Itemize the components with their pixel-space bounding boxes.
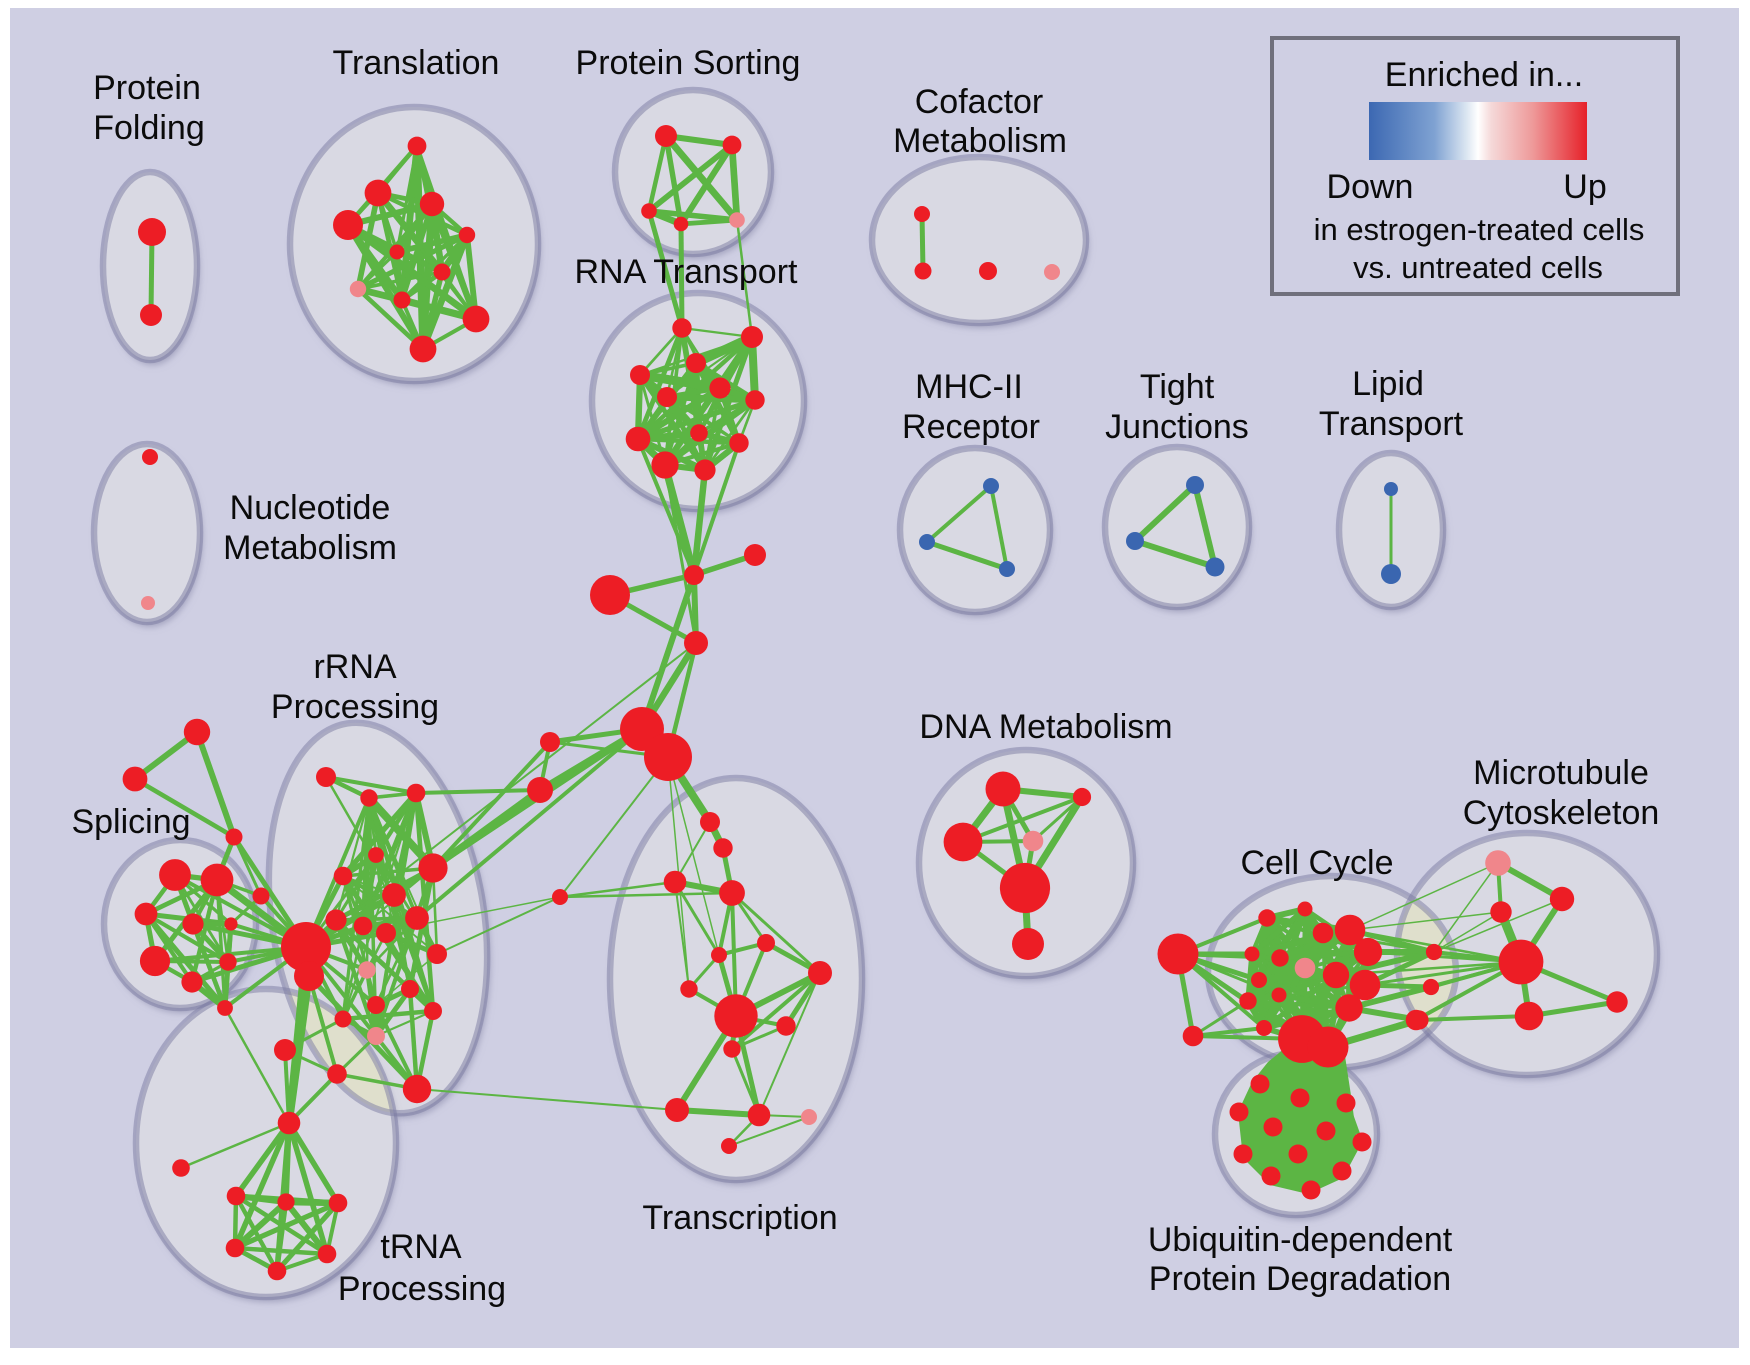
svg-text:Tight: Tight (1140, 368, 1215, 406)
svg-text:Cell Cycle: Cell Cycle (1240, 844, 1393, 882)
svg-text:Protein Sorting: Protein Sorting (576, 44, 801, 82)
svg-text:Metabolism: Metabolism (223, 529, 397, 567)
svg-text:vs. untreated cells: vs. untreated cells (1353, 250, 1603, 285)
svg-text:Protein Degradation: Protein Degradation (1149, 1260, 1451, 1298)
svg-text:Splicing: Splicing (71, 803, 190, 841)
svg-text:Cytoskeleton: Cytoskeleton (1463, 794, 1660, 832)
svg-text:Down: Down (1327, 168, 1414, 206)
svg-text:Nucleotide: Nucleotide (230, 489, 391, 527)
svg-text:Folding: Folding (93, 109, 205, 147)
svg-text:Lipid: Lipid (1352, 365, 1424, 403)
svg-text:Transcription: Transcription (642, 1199, 837, 1237)
svg-text:MHC-II: MHC-II (915, 368, 1023, 406)
svg-text:Junctions: Junctions (1105, 408, 1249, 446)
svg-text:in estrogen-treated cells: in estrogen-treated cells (1314, 212, 1645, 247)
svg-text:Processing: Processing (271, 688, 439, 726)
svg-text:rRNA: rRNA (313, 648, 396, 686)
svg-text:Metabolism: Metabolism (893, 122, 1067, 160)
svg-text:Translation: Translation (333, 44, 500, 82)
svg-text:Up: Up (1563, 168, 1606, 206)
svg-text:Ubiquitin-dependent: Ubiquitin-dependent (1148, 1221, 1453, 1259)
svg-text:Receptor: Receptor (902, 408, 1040, 446)
svg-text:Protein: Protein (93, 69, 201, 107)
svg-text:Processing: Processing (338, 1270, 506, 1308)
svg-text:tRNA: tRNA (380, 1228, 462, 1266)
svg-text:Transport: Transport (1319, 405, 1464, 443)
svg-text:Cofactor: Cofactor (915, 83, 1044, 121)
svg-text:RNA Transport: RNA Transport (575, 253, 799, 291)
svg-text:Microtubule: Microtubule (1473, 754, 1649, 792)
svg-text:DNA Metabolism: DNA Metabolism (919, 708, 1172, 746)
svg-text:Enriched in...: Enriched in... (1385, 56, 1583, 94)
